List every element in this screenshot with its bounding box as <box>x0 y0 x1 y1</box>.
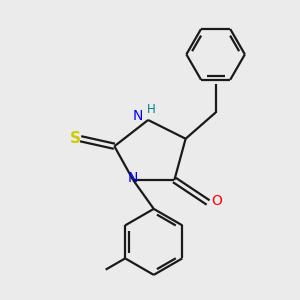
Text: H: H <box>147 103 155 116</box>
Text: N: N <box>128 171 138 185</box>
Text: N: N <box>132 109 143 122</box>
Text: S: S <box>70 131 80 146</box>
Text: O: O <box>211 194 222 208</box>
